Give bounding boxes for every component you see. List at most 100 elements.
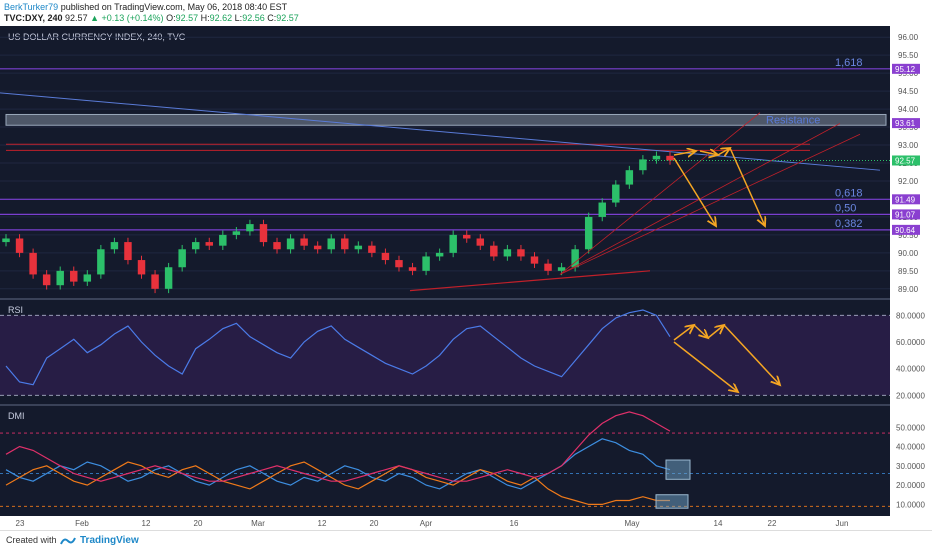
candle-body — [408, 267, 417, 271]
close-value: 92.57 — [276, 13, 299, 23]
forecast-arrow — [729, 147, 765, 226]
forecast-arrow — [699, 151, 718, 155]
forecast-arrow — [717, 148, 730, 155]
fib-level-label: 0,382 — [835, 218, 863, 230]
price-axis-bg — [890, 26, 932, 516]
candle-body — [83, 274, 92, 282]
fib-price-tag — [892, 63, 920, 74]
rsi-tick-label: 60.0000 — [896, 338, 925, 347]
fib-price-tag-label: 95.12 — [895, 65, 916, 74]
candle-body — [503, 249, 512, 257]
fib-price-tag — [892, 194, 920, 205]
candle-body — [612, 184, 620, 203]
rsi-line — [5, 309, 671, 386]
candle-body — [70, 270, 78, 282]
candle-body — [476, 238, 485, 246]
candle-body — [42, 274, 51, 286]
candle-body — [219, 234, 227, 246]
open-value: 92.57 — [175, 13, 199, 23]
price-marks: Resistance 1,618 0,618 0,50 0,382 — [0, 57, 890, 294]
candle-body — [178, 249, 186, 268]
symbol-label: TVC:DXY, 240 — [4, 13, 63, 23]
created-with-label: Created with — [6, 535, 57, 545]
open-label: O: — [166, 13, 176, 23]
candle-body — [232, 231, 241, 235]
high-value: 92.62 — [209, 13, 233, 23]
time-tick-label: 12 — [142, 519, 151, 528]
price-pane-bg — [0, 26, 890, 298]
current-price-tag — [892, 155, 920, 166]
candle-body — [273, 242, 281, 250]
dmi-tick-label: 10.0000 — [896, 500, 925, 509]
chart-header: BerkTurker79 published on TradingView.co… — [0, 0, 932, 26]
dmi-tick-label: 30.0000 — [896, 462, 925, 471]
fib-level-label: 1,618 — [835, 57, 863, 69]
candle-body — [517, 249, 525, 257]
author-link[interactable]: BerkTurker79 — [4, 2, 59, 12]
candle-body — [151, 274, 159, 289]
tradingview-brand[interactable]: TradingView — [80, 535, 139, 546]
candle-body — [15, 238, 24, 253]
rsi-tick-label: 80.0000 — [896, 311, 925, 320]
candle-body — [490, 245, 498, 257]
candle-body — [124, 242, 132, 261]
candle-body — [191, 242, 200, 250]
candle-body — [110, 242, 119, 250]
candle-body — [598, 202, 606, 217]
fib-price-tag-label: 90.64 — [895, 226, 916, 235]
annotations — [673, 147, 780, 392]
price-tick-label: 93.00 — [898, 141, 919, 150]
rsi-tick-label: 20.0000 — [896, 391, 925, 400]
red-support-trendline — [409, 270, 651, 292]
last-price: 92.57 — [65, 13, 88, 23]
fib-price-tag-label: 91.07 — [895, 210, 916, 219]
candle-body — [56, 270, 64, 286]
fib-level-label: 0,50 — [835, 202, 856, 214]
candle-body — [354, 245, 363, 250]
candle-body — [571, 249, 579, 268]
candle-body — [341, 238, 349, 250]
dmi-pane-bg — [0, 406, 890, 516]
price-change: ▲ +0.13 (+0.14%) — [90, 13, 164, 23]
footer: Created with TradingView — [0, 530, 932, 551]
candle-body — [164, 267, 173, 289]
candle-body — [395, 260, 403, 268]
price-axis: 89.0089.5090.0090.5091.0091.5092.0092.50… — [892, 33, 925, 509]
candle-body — [435, 252, 444, 257]
candle-body — [422, 256, 430, 271]
chart-canvas[interactable]: US DOLLAR CURRENCY INDEX, 240, TVC RSI D… — [0, 26, 932, 530]
time-axis: 23 Feb 12 20 Mar 12 20 Apr 16 May 14 22 Jun — [16, 519, 849, 528]
time-tick-label: 16 — [510, 519, 519, 528]
fib-price-tag-label: 91.49 — [895, 195, 916, 204]
low-label: L: — [234, 13, 243, 23]
candle-body — [2, 238, 10, 243]
dmi-tick-label: 40.0000 — [896, 443, 925, 452]
dmi-series-line — [5, 411, 671, 482]
forecast-arrow — [673, 341, 738, 392]
tradingview-logo-icon — [60, 537, 76, 545]
candle-body — [205, 242, 213, 246]
price-tick-label: 92.00 — [898, 177, 919, 186]
price-tick-label: 90.00 — [898, 249, 919, 258]
publish-line: BerkTurker79 published on TradingView.co… — [4, 2, 287, 13]
blue-trendline — [0, 92, 881, 171]
low-value: 92.56 — [242, 13, 265, 23]
red-support-trendline — [559, 133, 861, 275]
dmi-tick-label: 20.0000 — [896, 481, 925, 490]
time-tick-label: 20 — [370, 519, 379, 528]
resistance-price-tag — [892, 118, 920, 129]
current-price-tag-label: 92.57 — [895, 156, 916, 165]
price-tick-label: 96.00 — [898, 33, 919, 42]
red-support-trendline — [559, 112, 761, 275]
rsi-title: RSI — [8, 305, 23, 315]
candle-body — [313, 245, 322, 250]
forecast-arrow — [693, 324, 708, 338]
price-tick-label: 90.50 — [898, 231, 919, 240]
fib-price-tag — [892, 224, 920, 235]
forecast-arrow — [673, 151, 696, 155]
rsi-tick-label: 40.0000 — [896, 365, 925, 374]
candle-body — [381, 252, 390, 261]
dmi-highlight-box — [665, 459, 691, 480]
time-tick-label: 12 — [318, 519, 327, 528]
time-tick-label: 23 — [16, 519, 25, 528]
